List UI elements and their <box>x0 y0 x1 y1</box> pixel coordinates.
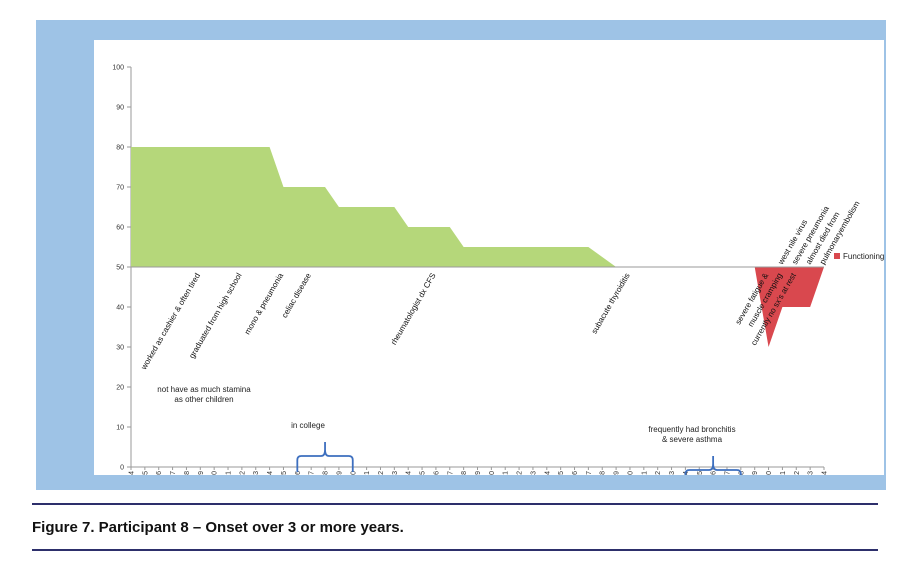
x-tick-label: 2008 <box>738 471 745 475</box>
x-tick-label: 2003 <box>669 471 676 475</box>
x-tick-label: 2002 <box>655 471 662 475</box>
x-tick-label: 2014 <box>822 471 829 475</box>
chart-frame: 0 10 20 30 40 50 60 70 80 90 100 1964 1965 1966 1967 19… <box>36 20 886 490</box>
legend-label: Functioning <box>843 252 884 261</box>
y-tick-label: 70 <box>116 185 124 192</box>
figure-caption: Figure 7. Participant 8 – Onset over 3 o… <box>32 519 404 536</box>
x-tick-label: 1989 <box>475 471 482 475</box>
functioning-area-below-baseline <box>616 267 824 347</box>
x-tick-label: 1969 <box>198 471 205 475</box>
y-tick-label: 60 <box>116 225 124 232</box>
x-tick-label: 1976 <box>295 471 302 475</box>
event-annotation: mono & pneumonia <box>243 271 286 336</box>
x-tick-label: 2005 <box>697 471 704 475</box>
x-tick-label: 1971 <box>226 471 233 475</box>
x-tick-label: 2006 <box>711 471 718 475</box>
x-tick-label: 1986 <box>433 471 440 475</box>
y-tick-label: 20 <box>116 385 124 392</box>
event-annotation: rheumatologist dx CFS <box>389 272 437 347</box>
functioning-area-above-baseline <box>131 147 824 267</box>
x-tick-label: 2010 <box>766 471 773 475</box>
x-tick-label: 1992 <box>517 471 524 475</box>
x-tick-label: 1967 <box>170 471 177 475</box>
caption-rule-top <box>32 503 878 505</box>
x-tick-label: 1975 <box>281 471 288 475</box>
x-tick-label: 1983 <box>392 471 399 475</box>
x-tick-label: 1993 <box>530 471 537 475</box>
x-tick-label: 1972 <box>239 471 246 475</box>
y-tick-label: 30 <box>116 345 124 352</box>
caption-rule-bottom <box>32 549 878 551</box>
event-annotation: subacute thyroiditis <box>590 272 632 336</box>
x-tick-label: 1982 <box>378 471 385 475</box>
x-tick-label: 1995 <box>558 471 565 475</box>
x-tick-label: 1978 <box>323 471 330 475</box>
x-tick-label: 2013 <box>808 471 815 475</box>
x-tick-label: 2009 <box>752 471 759 475</box>
x-tick-label: 1973 <box>253 471 260 475</box>
y-tick-label: 50 <box>116 265 124 272</box>
x-tick-label: 1997 <box>586 471 593 475</box>
y-tick-label: 40 <box>116 305 124 312</box>
x-tick-label: 2012 <box>794 471 801 475</box>
x-tick-label: 1966 <box>156 471 163 475</box>
plot-area: 0 10 20 30 40 50 60 70 80 90 100 1964 1965 1966 1967 19… <box>94 40 884 475</box>
x-tick-label: 1980 <box>350 471 357 475</box>
x-tick-label: 1991 <box>503 471 510 475</box>
x-tick-label: 1968 <box>184 471 191 475</box>
chart-svg: 0 10 20 30 40 50 60 70 80 90 100 1964 1965 1966 1967 19… <box>112 65 884 475</box>
x-tick-label: 1988 <box>461 471 468 475</box>
period-note: & severe asthma <box>662 435 723 444</box>
x-tick-label: 2007 <box>724 471 731 475</box>
period-note: not have as much stamina <box>157 385 251 394</box>
x-tick-label: 1977 <box>309 471 316 475</box>
period-bracket <box>296 442 354 472</box>
x-tick-label: 1974 <box>267 471 274 475</box>
y-tick-label: 100 <box>112 65 124 72</box>
x-tick-label: 1970 <box>212 471 219 475</box>
period-note: in college <box>291 421 325 430</box>
x-tick-label: 1985 <box>420 471 427 475</box>
legend-swatch <box>834 253 840 259</box>
x-tick-label: 1979 <box>336 471 343 475</box>
x-tick-label: 1996 <box>572 471 579 475</box>
x-tick-label: 2000 <box>627 471 634 475</box>
x-tick-label: 1994 <box>544 471 551 475</box>
x-tick-label: 2011 <box>780 471 787 475</box>
period-bracket <box>684 456 742 475</box>
x-tick-label: 1998 <box>600 471 607 475</box>
x-tick-label: 2001 <box>641 471 648 475</box>
x-tick-label: 1964 <box>129 471 136 475</box>
period-note: as other children <box>174 395 233 404</box>
x-tick-label: 1984 <box>406 471 413 475</box>
period-note: frequently had bronchitis <box>648 425 735 434</box>
event-annotation: celiac disease <box>280 271 313 319</box>
x-tick-label: 1990 <box>489 471 496 475</box>
y-tick-label: 80 <box>116 145 124 152</box>
y-tick-label: 90 <box>116 105 124 112</box>
x-tick-label: 1981 <box>364 471 371 475</box>
y-tick-label: 10 <box>116 425 124 432</box>
x-tick-label: 1965 <box>142 471 149 475</box>
x-tick-label: 1999 <box>614 471 621 475</box>
x-tick-label: 1987 <box>447 471 454 475</box>
y-tick-label: 0 <box>120 465 124 472</box>
